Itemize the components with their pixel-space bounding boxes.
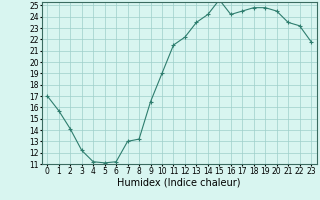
X-axis label: Humidex (Indice chaleur): Humidex (Indice chaleur): [117, 177, 241, 187]
